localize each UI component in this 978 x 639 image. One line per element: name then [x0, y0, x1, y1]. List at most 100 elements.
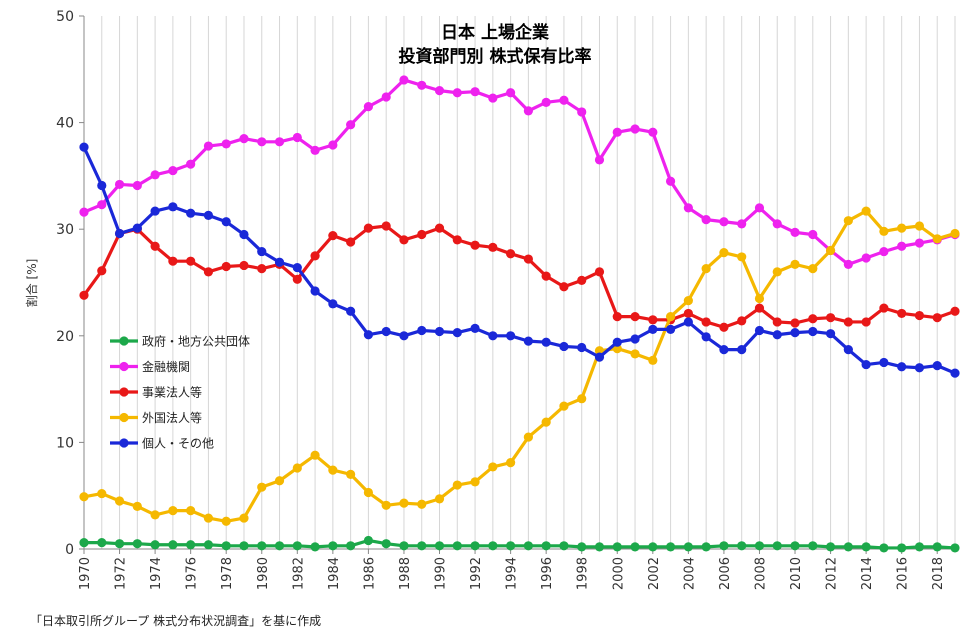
data-point — [879, 226, 889, 236]
x-tick-label: 2002 — [647, 557, 662, 590]
data-point — [648, 355, 658, 365]
data-point — [452, 88, 462, 98]
data-point — [861, 542, 871, 552]
data-point — [257, 482, 267, 492]
data-point — [897, 308, 907, 319]
data-point — [577, 342, 587, 353]
data-point — [523, 254, 533, 264]
data-point — [665, 176, 676, 186]
data-point — [79, 207, 89, 217]
x-tick-label: 1998 — [576, 557, 591, 590]
data-point — [825, 542, 836, 552]
data-point — [488, 93, 498, 103]
data-point — [879, 357, 889, 368]
x-tick-label: 2016 — [896, 557, 911, 590]
data-point — [577, 542, 587, 552]
x-tick-label: 2018 — [931, 557, 946, 590]
data-point — [665, 542, 676, 552]
data-point — [754, 293, 765, 304]
x-tick-label: 2006 — [718, 557, 733, 590]
data-point — [274, 541, 285, 551]
series-4 — [79, 142, 960, 378]
data-point — [719, 248, 729, 258]
legend-swatch-marker — [119, 412, 129, 423]
data-point — [825, 313, 836, 323]
data-point — [701, 332, 711, 342]
data-point — [310, 542, 320, 552]
data-point — [541, 541, 551, 551]
grid — [101, 16, 956, 549]
data-point — [363, 102, 374, 112]
data-point — [452, 480, 462, 490]
data-point — [612, 542, 622, 552]
data-point — [434, 223, 445, 233]
data-point — [346, 120, 356, 130]
data-point — [186, 540, 196, 550]
data-point — [257, 246, 267, 257]
data-point — [434, 326, 445, 337]
data-point — [861, 253, 871, 263]
x-tick-label: 2010 — [789, 557, 804, 590]
data-point — [257, 137, 267, 147]
data-point — [914, 238, 925, 248]
data-point — [328, 230, 338, 241]
data-point — [683, 542, 693, 552]
source-note: 「日本取引所グループ 株式分布状況調査」を基に作成 — [30, 614, 322, 628]
series-line — [84, 538, 956, 550]
data-point — [630, 124, 640, 134]
legend-label: 政府・地方公共団体 — [142, 334, 250, 349]
data-point — [79, 142, 89, 152]
data-point — [950, 543, 960, 553]
data-point — [612, 312, 622, 322]
data-point — [683, 308, 693, 319]
data-point — [754, 203, 765, 213]
x-tick-label: 2004 — [682, 557, 697, 590]
x-tick-label: 1990 — [434, 557, 449, 590]
data-point — [932, 542, 942, 552]
x-tick-label: 1974 — [149, 557, 164, 590]
data-point — [292, 541, 302, 551]
data-point — [772, 317, 782, 327]
data-point — [417, 325, 427, 336]
data-point — [363, 330, 374, 340]
data-point — [221, 217, 231, 227]
data-point — [914, 310, 925, 321]
data-point — [381, 92, 391, 102]
data-point — [737, 345, 747, 355]
data-point — [168, 506, 178, 516]
data-point — [150, 510, 160, 520]
legend-label: 個人・その他 — [142, 437, 214, 451]
data-point — [843, 259, 853, 269]
data-point — [417, 541, 427, 551]
x-tick-label: 1984 — [327, 557, 342, 590]
data-point — [612, 337, 622, 347]
data-point — [470, 541, 480, 551]
data-point — [683, 203, 693, 213]
data-point — [790, 227, 800, 237]
data-point — [114, 228, 125, 239]
data-point — [790, 318, 800, 328]
data-point — [346, 306, 356, 316]
data-point — [452, 235, 462, 245]
data-point — [97, 180, 107, 191]
data-point — [683, 296, 693, 306]
data-point — [168, 202, 178, 212]
data-point — [470, 87, 480, 97]
series-group — [79, 75, 960, 553]
data-point — [310, 450, 320, 460]
data-point — [292, 132, 302, 143]
data-point — [577, 107, 587, 117]
data-point — [559, 95, 569, 105]
data-point — [434, 494, 445, 504]
x-tick-label: 1994 — [505, 557, 520, 590]
data-point — [630, 312, 640, 322]
data-point — [292, 274, 302, 284]
x-tick-label: 2000 — [611, 557, 626, 590]
data-point — [808, 264, 818, 274]
data-point — [897, 241, 907, 251]
data-point — [381, 326, 391, 337]
chart: 0 10 20 30 40 50 1970 1972 1974 1976 1978 1980 1982… — [24, 9, 960, 590]
data-point — [399, 331, 409, 341]
data-point — [239, 229, 249, 240]
data-point — [203, 513, 214, 523]
